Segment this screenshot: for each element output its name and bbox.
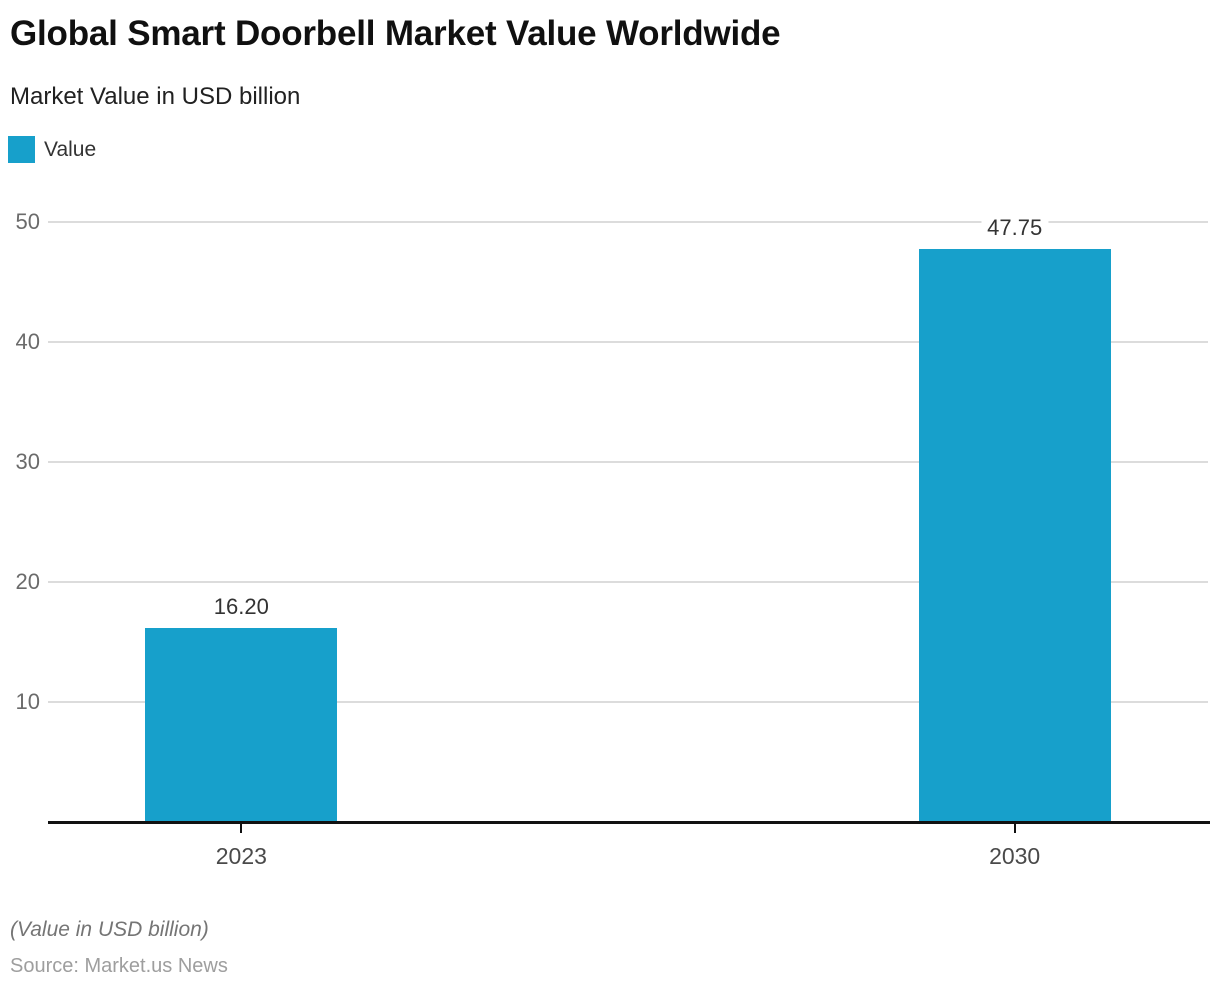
- gridline-10: [48, 701, 1208, 703]
- gridline-50: [48, 221, 1208, 223]
- chart-title: Global Smart Doorbell Market Value World…: [10, 14, 781, 53]
- legend-swatch-icon: [8, 136, 35, 163]
- x-axis-line: [48, 821, 1210, 824]
- legend-item-value[interactable]: Value: [8, 136, 96, 163]
- chart-subtitle: Market Value in USD billion: [10, 83, 301, 110]
- legend-label: Value: [44, 138, 97, 161]
- gridline-20: [48, 581, 1208, 583]
- x-axis-category-label: 2030: [989, 843, 1041, 869]
- y-axis-tick-label: 20: [15, 569, 40, 594]
- source-credit: Source: Market.us News: [10, 955, 228, 977]
- bar-2023[interactable]: [145, 627, 338, 822]
- y-axis-tick-label: 10: [15, 689, 40, 714]
- value-unit-note: (Value in USD billion): [10, 918, 209, 941]
- bar-value-label: 16.20: [207, 592, 275, 620]
- gridline-40: [48, 341, 1208, 343]
- x-axis-category-label: 2023: [215, 843, 267, 869]
- y-axis-tick-label: 30: [15, 449, 40, 474]
- bar-2030[interactable]: [918, 249, 1111, 822]
- gridline-30: [48, 461, 1208, 463]
- y-axis-tick-label: 40: [15, 329, 40, 354]
- y-axis-tick-label: 50: [15, 209, 40, 234]
- bar-value-label: 47.75: [981, 214, 1049, 241]
- x-axis-tick: [240, 824, 243, 833]
- x-axis-tick: [1013, 824, 1016, 833]
